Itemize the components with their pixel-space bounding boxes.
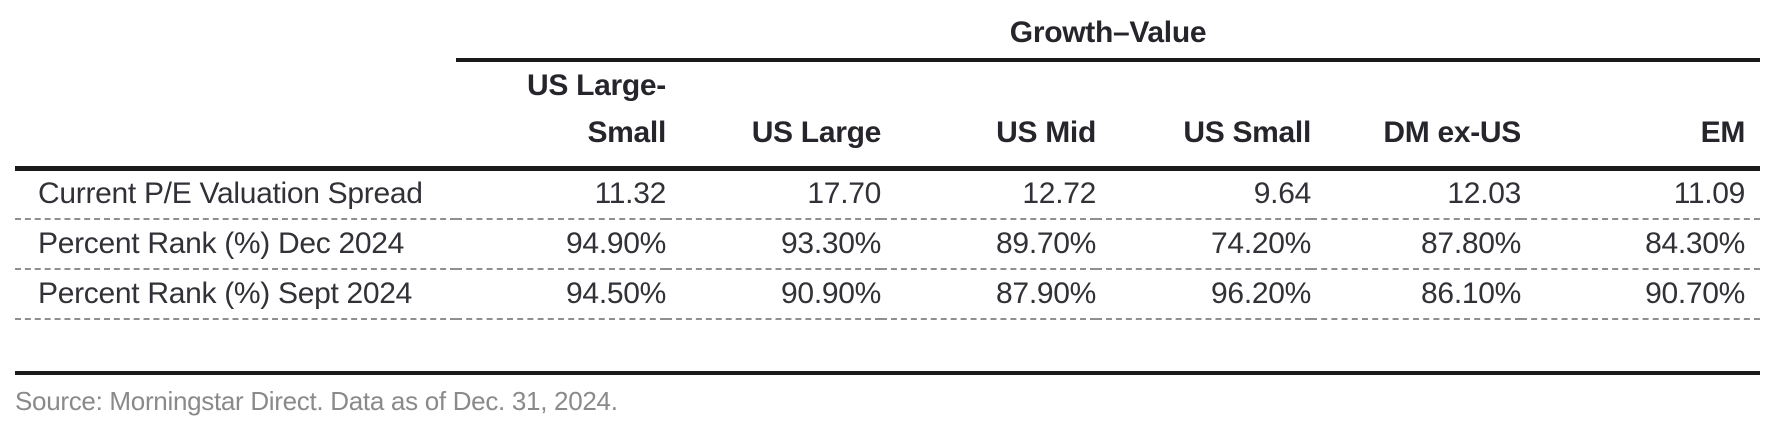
cell-value: 96.20% xyxy=(1096,268,1311,320)
cell-value: 9.64 xyxy=(1096,168,1311,220)
footer-divider xyxy=(15,370,1760,375)
cell-value: 74.20% xyxy=(1096,218,1311,270)
cell-value: 94.90% xyxy=(456,218,666,270)
cell-value: 87.80% xyxy=(1311,218,1521,270)
cell-value: 86.10% xyxy=(1311,268,1521,320)
group-header-spacer xyxy=(15,10,456,60)
cell-value: 11.09 xyxy=(1521,168,1761,220)
cell-value: 89.70% xyxy=(881,218,1096,270)
cell-value: 84.30% xyxy=(1521,218,1761,270)
row-label: Percent Rank (%) Dec 2024 xyxy=(15,218,456,270)
row-label: Current P/E Valuation Spread xyxy=(15,168,456,220)
group-header-growth-value: Growth–Value xyxy=(456,10,1761,62)
column-header-us-small: US Small xyxy=(1096,60,1311,171)
growth-value-table: Growth–Value US Large- Small US Large US… xyxy=(15,10,1761,320)
table-row-percent-rank-dec-2024: Percent Rank (%) Dec 2024 94.90% 93.30% … xyxy=(15,218,1761,270)
table-row-percent-rank-sept-2024: Percent Rank (%) Sept 2024 94.50% 90.90%… xyxy=(15,268,1761,320)
column-header-us-large-small: US Large- Small xyxy=(456,60,666,171)
row-label: Percent Rank (%) Sept 2024 xyxy=(15,268,456,320)
column-header-us-mid: US Mid xyxy=(881,60,1096,171)
cell-value: 90.70% xyxy=(1521,268,1761,320)
column-header-us-large: US Large xyxy=(666,60,881,171)
cell-value: 17.70 xyxy=(666,168,881,220)
cell-value: 87.90% xyxy=(881,268,1096,320)
column-header-row: US Large- Small US Large US Mid US Small… xyxy=(15,60,1761,171)
column-header-empty xyxy=(15,60,456,171)
cell-value: 12.03 xyxy=(1311,168,1521,220)
column-header-dm-ex-us: DM ex-US xyxy=(1311,60,1521,171)
cell-value: 94.50% xyxy=(456,268,666,320)
group-header-row: Growth–Value xyxy=(15,10,1761,62)
table-row-current-pe-valuation-spread: Current P/E Valuation Spread 11.32 17.70… xyxy=(15,168,1761,220)
cell-value: 93.30% xyxy=(666,218,881,270)
source-attribution: Source: Morningstar Direct. Data as of D… xyxy=(15,385,618,416)
cell-value: 11.32 xyxy=(456,168,666,220)
column-header-em: EM xyxy=(1521,60,1761,171)
cell-value: 12.72 xyxy=(881,168,1096,220)
cell-value: 90.90% xyxy=(666,268,881,320)
